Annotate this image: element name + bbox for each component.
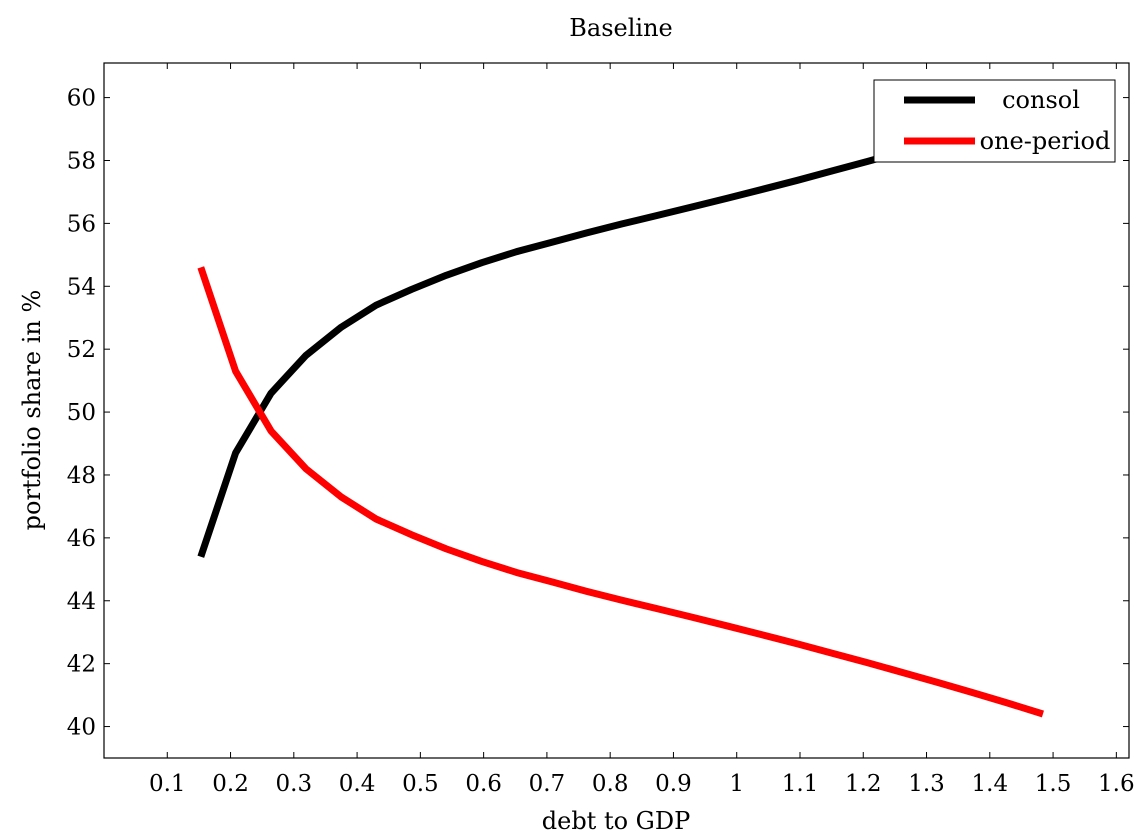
y-tick-label: 58 — [67, 148, 96, 174]
x-tick-label: 0.4 — [339, 771, 376, 797]
x-tick-label: 1 — [729, 771, 744, 797]
y-axis: 40 42 44 46 48 50 52 54 56 58 60 — [67, 86, 1129, 741]
y-tick-label: 54 — [67, 274, 96, 300]
legend-box — [873, 79, 1116, 163]
x-tick-label: 0.8 — [592, 771, 629, 797]
legend-label-consol: consol — [1002, 86, 1080, 114]
x-tick-label: 1.2 — [845, 771, 882, 797]
legend-label-one-period: one-period — [980, 127, 1111, 155]
y-tick-label: 60 — [67, 86, 96, 112]
x-axis-label: debt to GDP — [542, 807, 691, 835]
x-tick-label: 1.3 — [908, 771, 945, 797]
legend: consol one-period — [873, 79, 1116, 163]
x-tick-label: 0.3 — [276, 771, 313, 797]
x-tick-label: 0.5 — [402, 771, 439, 797]
plot-frame — [103, 62, 1130, 759]
y-tick-label: 46 — [67, 526, 96, 552]
x-tick-label: 0.2 — [212, 771, 249, 797]
y-tick-label: 40 — [67, 715, 96, 741]
x-axis: 0.1 0.2 0.3 0.4 0.5 0.6 0.7 0.8 0.9 1 1.1 1.2 1.3 1.4… — [149, 63, 1135, 797]
x-tick-label: 0.6 — [465, 771, 502, 797]
y-tick-label: 44 — [67, 589, 96, 615]
y-tick-label: 42 — [67, 652, 96, 678]
x-tick-label: 0.1 — [149, 771, 186, 797]
x-tick-label: 1.5 — [1035, 771, 1072, 797]
y-tick-label: 48 — [67, 463, 96, 489]
x-tick-label: 1.6 — [1098, 771, 1135, 797]
x-tick-label: 0.7 — [529, 771, 566, 797]
y-tick-label: 56 — [67, 211, 96, 237]
chart-title: Baseline — [569, 14, 672, 42]
x-tick-label: 1.4 — [972, 771, 1009, 797]
y-tick-label: 52 — [67, 337, 96, 363]
y-axis-label: portfolio share in % — [18, 290, 46, 531]
series-line-one-period — [197, 266, 1044, 718]
x-tick-label: 0.9 — [655, 771, 692, 797]
y-tick-label: 50 — [67, 400, 96, 426]
x-tick-label: 1.1 — [782, 771, 819, 797]
